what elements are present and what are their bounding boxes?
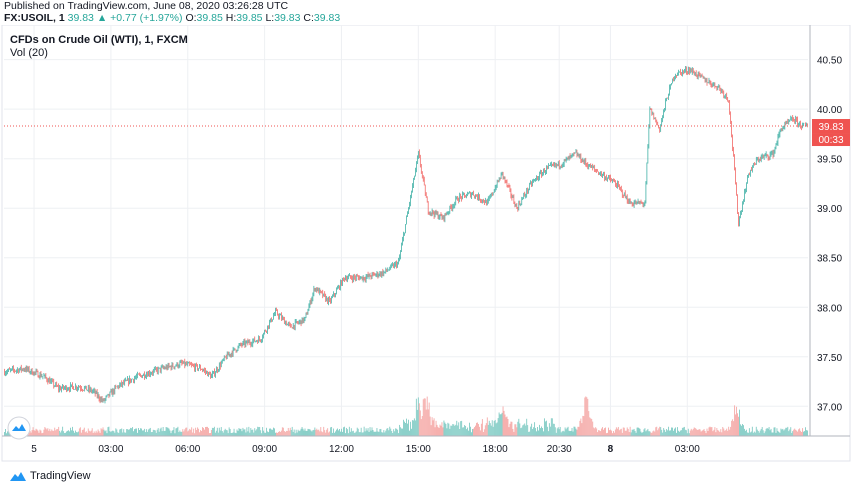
open-value: 39.85 — [196, 12, 223, 24]
high-value: 39.85 — [236, 12, 263, 24]
close-label: C: — [303, 12, 314, 24]
time-tick-label: 5 — [31, 444, 37, 455]
open-label: O: — [185, 12, 197, 24]
close-value: 39.83 — [313, 12, 341, 24]
time-axis[interactable]: 5 03:00 06:00 09:00 12:00 15:00 18:00 20:30 8 03:… — [31, 444, 700, 455]
time-tick-label: 15:00 — [406, 444, 431, 455]
price-tick-label: 39.00 — [817, 204, 842, 215]
footer-brand: TradingView — [30, 470, 91, 482]
price-tick-label: 37.50 — [817, 353, 842, 364]
plot-border — [1, 24, 851, 462]
price-tick-label: 38.50 — [817, 254, 842, 265]
last-price-tag-text: 39.83 — [818, 122, 843, 133]
ticker-line: FX:USOIL, 1 39.83 ▲ +0.77 (+1.97%) O:39.… — [4, 12, 340, 24]
low-label: L: — [265, 12, 275, 24]
chart-frame[interactable]: 40.50 40.00 39.50 39.00 38.50 38.00 37.50 37.00… — [0, 24, 852, 462]
time-tick-label: 03:00 — [98, 444, 123, 455]
last-price: 39.83 — [67, 12, 94, 24]
price-axis[interactable]: 40.50 40.00 39.50 39.00 38.50 38.00 37.50 37.00 — [817, 56, 842, 414]
grid — [4, 25, 808, 436]
time-tick-label: 18:00 — [483, 444, 508, 455]
price-tick-label: 38.00 — [817, 303, 842, 314]
chart-title: CFDs on Crude Oil (WTI), 1, FXCM — [10, 34, 188, 46]
candles — [4, 66, 808, 404]
price-tick-label: 40.00 — [817, 105, 842, 116]
price-chart[interactable]: 40.50 40.00 39.50 39.00 38.50 38.00 37.50 37.00… — [0, 24, 852, 462]
published-note: Published on TradingView.com, June 08, 2… — [4, 0, 289, 12]
price-tick-label: 40.50 — [817, 56, 842, 67]
tradingview-logo-icon — [10, 472, 26, 481]
footer: TradingView — [10, 470, 91, 482]
countdown-tag-bg — [812, 133, 850, 147]
price-tick-label: 39.50 — [817, 155, 842, 166]
time-tick-label: 12:00 — [329, 444, 354, 455]
time-tick-label: 03:00 — [675, 444, 700, 455]
volume-indicator-label: Vol (20) — [10, 47, 48, 59]
time-tick-label: 20:30 — [547, 444, 572, 455]
countdown-tag-text: 00:33 — [818, 135, 843, 146]
price-tick-label: 37.00 — [817, 402, 842, 413]
last-price-tag-bg — [812, 119, 850, 134]
time-tick-label: 8 — [608, 444, 614, 455]
last-price-tag: 39.83 00:33 — [812, 119, 850, 147]
collapse-icon[interactable] — [7, 416, 31, 440]
high-label: H: — [225, 12, 237, 24]
symbol-label: FX:USOIL, 1 — [4, 12, 65, 24]
change-value: ▲ +0.77 (+1.97%) — [96, 12, 183, 24]
volume-bars — [4, 396, 808, 436]
time-tick-label: 06:00 — [175, 444, 200, 455]
time-tick-label: 09:00 — [252, 444, 277, 455]
low-value: 39.83 — [274, 12, 301, 24]
